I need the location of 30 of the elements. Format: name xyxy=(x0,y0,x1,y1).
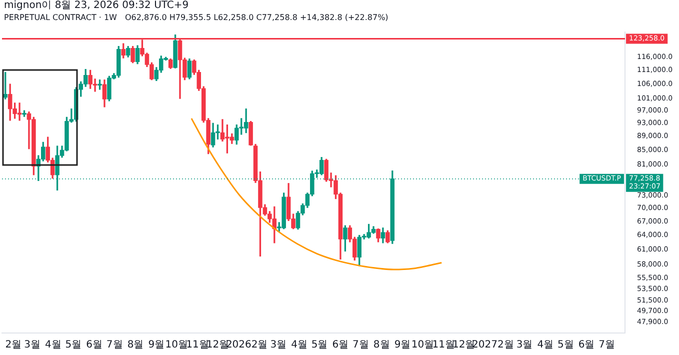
x-tick-label: 5월 xyxy=(557,340,574,351)
x-tick-label: 6월 xyxy=(332,340,349,351)
x-tick-label: 11월 xyxy=(432,340,455,351)
x-tick-label: 6월 xyxy=(86,340,103,351)
x-tick-label: 11월 xyxy=(186,340,209,351)
x-tick-label: 7월 xyxy=(598,340,615,351)
x-tick-label: 2월 xyxy=(497,340,514,351)
line-series xyxy=(190,118,442,270)
x-tick-label: 10월 xyxy=(411,340,434,351)
x-tick-label: 8월 xyxy=(373,340,390,351)
text: O62,876.0 H79,355.5 L62,258.0 C77,258.8 +14,382.8 (+22.87%) xyxy=(124,13,388,22)
x-tick-label: 4월 xyxy=(291,340,308,351)
x-tick-label: 10월 xyxy=(165,340,188,351)
x-tick-label: 4월 xyxy=(537,340,554,351)
x-tick-label: 5월 xyxy=(65,340,82,351)
x-tick-label: 2월 xyxy=(251,340,268,351)
x-tick-label: 9월 xyxy=(148,340,165,351)
x-tick-label: 2월 xyxy=(5,340,22,351)
x-tick-label: 3월 xyxy=(270,340,287,351)
x-tick-label: 5월 xyxy=(311,340,328,351)
x-tick-label: 7월 xyxy=(106,340,123,351)
x-tick-label: 4월 xyxy=(45,340,62,351)
x-tick-label: 3월 xyxy=(516,340,533,351)
x-tick-label: 9월 xyxy=(394,340,411,351)
chart-subtitle: mignon이 8월 23, 2026 09:32 UTC+9 xyxy=(4,0,189,12)
x-tick-label: 7월 xyxy=(352,340,369,351)
chart-title: PERPETUAL CONTRACT · 1W xyxy=(4,13,117,22)
x-tick-label: 3월 xyxy=(24,340,41,351)
x-tick-label: 6월 xyxy=(578,340,595,351)
x-tick-label: 8월 xyxy=(127,340,144,351)
